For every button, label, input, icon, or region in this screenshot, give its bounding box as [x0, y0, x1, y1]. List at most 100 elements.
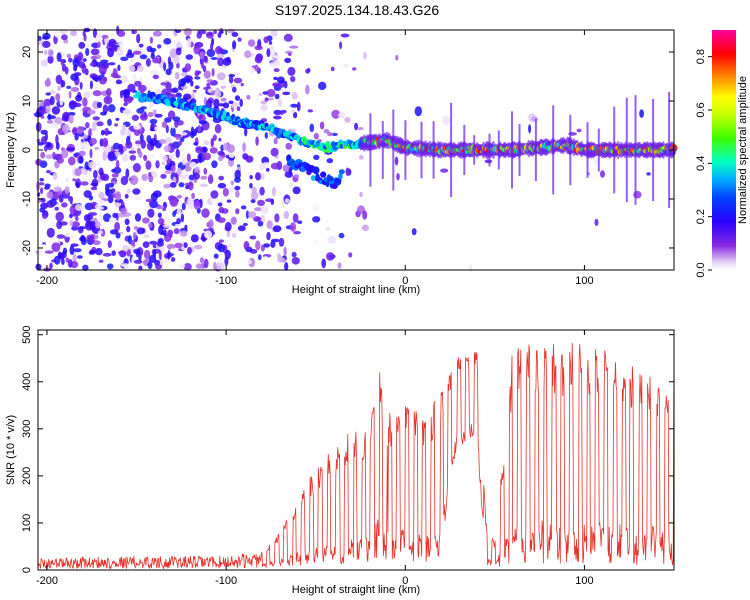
spectrogram-noise-cell: [130, 57, 135, 63]
snr-x-ticks: -200 -100 0 100: [36, 330, 594, 587]
spectrogram-noise-cell: [260, 205, 269, 214]
spectrogram-noise-cell: [210, 190, 219, 199]
spectrogram-noise-cell: [203, 258, 209, 269]
spectrogram-noise-cell: [49, 95, 55, 106]
spectrogram-noise-cell: [97, 160, 101, 170]
spectrogram-noise-cell: [232, 40, 237, 50]
spectrogram-noise-cell: [146, 135, 152, 143]
spectrogram-noise-cell: [56, 220, 63, 230]
spectrogram-noise-cell: [69, 220, 74, 227]
spectrogram-noise-cell: [200, 59, 204, 69]
spectrogram-noise-cell: [123, 102, 128, 107]
spectrogram-noise-cell: [40, 151, 46, 159]
spectrogram-noise-cell: [163, 62, 167, 72]
spectrogram-streak: [497, 130, 500, 170]
spectrogram-noise-cell: [218, 175, 225, 181]
spectrogram-noise-cell: [138, 43, 144, 48]
spectrogram-noise-cell: [337, 262, 342, 269]
spectrogram-noise-cell: [180, 136, 185, 143]
spectrogram-noise-cell: [115, 159, 120, 170]
spectrogram-noise-cell: [326, 252, 335, 261]
spectrogram-noise-cell: [169, 48, 178, 59]
spectrogram-noise-cell: [266, 48, 271, 58]
spectrogram-noise-cell: [213, 98, 220, 109]
y-tick-label: 500: [21, 326, 33, 344]
spectrogram-noise-cell: [177, 140, 183, 146]
spectrogram-noise-cell: [178, 78, 187, 87]
spectrogram-noise-cell: [152, 57, 161, 64]
spectrogram-noise-cell: [83, 214, 91, 222]
spectrogram-noise-cell: [175, 148, 180, 158]
spectrogram-noise-cell: [273, 137, 278, 145]
spectrogram-noise-cell: [111, 168, 116, 173]
spectrogram-noise-cell: [167, 249, 171, 260]
spectrogram-noise-cell: [127, 83, 136, 92]
spectrogram-noise-cell: [237, 37, 242, 42]
spectrogram-noise-cell: [193, 200, 201, 210]
spectrogram-noise-cell: [153, 109, 157, 115]
spectrogram-noise-cell: [173, 133, 182, 138]
chart-title: S197.2025.134.18.43.G26: [275, 2, 439, 18]
spectrogram-noise-cell: [66, 85, 72, 89]
spectrogram-noise-cell: [186, 38, 192, 48]
spectrogram-noise-cell: [362, 51, 367, 60]
spectrogram-noise-cell: [263, 243, 271, 248]
spectrogram-noise-cell: [234, 95, 241, 101]
spectrogram-noise-cell: [92, 121, 97, 129]
spectrogram-noise-cell: [64, 232, 72, 238]
spectrogram-noise-cell: [230, 180, 235, 186]
spectrogram-noise-cell: [236, 150, 245, 157]
spectrogram-noise-cell: [77, 226, 84, 234]
spectrogram-noise-cell: [257, 220, 264, 227]
spectrogram-noise-cell: [40, 129, 48, 135]
spectrogram-noise-cell: [155, 264, 163, 270]
spectrogram-noise-cell: [131, 29, 138, 34]
spectrogram-noise-cell: [137, 65, 144, 73]
spectrogram-noise-cell: [44, 79, 51, 87]
spectrogram-noise-cell: [327, 132, 333, 137]
spectrogram-noise-cell: [55, 211, 64, 222]
spectrogram-noise-cell: [231, 232, 237, 238]
spectrogram-noise-cell: [37, 192, 41, 197]
spectrogram-noise-cell: [54, 28, 60, 38]
spectrogram-noise-cell: [131, 256, 135, 265]
spectrogram-noise-cell: [111, 173, 119, 178]
spectrogram-noise-cell: [183, 242, 188, 249]
spectrogram-noise-cell: [123, 264, 132, 272]
spectrogram-noise-cell: [53, 255, 61, 265]
spectrogram-noise-cell: [115, 79, 123, 85]
spectrogram-noise-cell: [297, 220, 303, 224]
spectrogram-noise-cell: [62, 123, 70, 134]
spectrogram-noise-cell: [234, 185, 241, 191]
spectrogram-noise-cell: [257, 199, 265, 207]
spectrogram-noise-cell: [326, 158, 334, 164]
spectrogram-noise-cell: [56, 156, 64, 164]
spectrogram-noise-cell: [211, 160, 218, 169]
spectrogram-noise-cell: [199, 183, 208, 188]
spectrogram-noise-cell: [140, 139, 147, 149]
spectrogram-noise-cell: [188, 181, 194, 191]
spectrogram-noise-cell: [165, 81, 172, 91]
spectrogram-noise-cell: [46, 77, 51, 82]
spectrogram-noise-cell: [77, 52, 84, 61]
spectrogram-noise-cell: [89, 137, 97, 145]
spectrogram-noise-cell: [98, 191, 105, 200]
spectrogram-noise-cell: [125, 168, 130, 179]
spectrogram-noise-cell: [266, 89, 276, 97]
spectrogram-noise-cell: [75, 140, 84, 150]
spectrogram-noise-cell: [161, 161, 165, 165]
spectrogram-streak: [586, 122, 589, 178]
spectrogram-noise-cell: [73, 72, 82, 77]
spectrogram-noise-cell: [86, 234, 95, 240]
spectrogram-noise-cell: [216, 72, 226, 81]
spectrogram-noise-cell: [278, 98, 282, 107]
spectrogram-noise-cell: [175, 29, 181, 33]
spectrogram-noise-cell: [114, 202, 121, 208]
spectrogram-noise-cell: [149, 240, 158, 245]
spectrogram-noise-cell: [165, 68, 172, 76]
spectrogram-noise-cell: [108, 38, 117, 48]
spectrogram-noise-cell: [156, 240, 164, 247]
spectrogram-noise-cell: [313, 154, 320, 160]
spectrogram-noise-cell: [138, 151, 143, 159]
spectrogram-noise-cell: [49, 262, 53, 270]
